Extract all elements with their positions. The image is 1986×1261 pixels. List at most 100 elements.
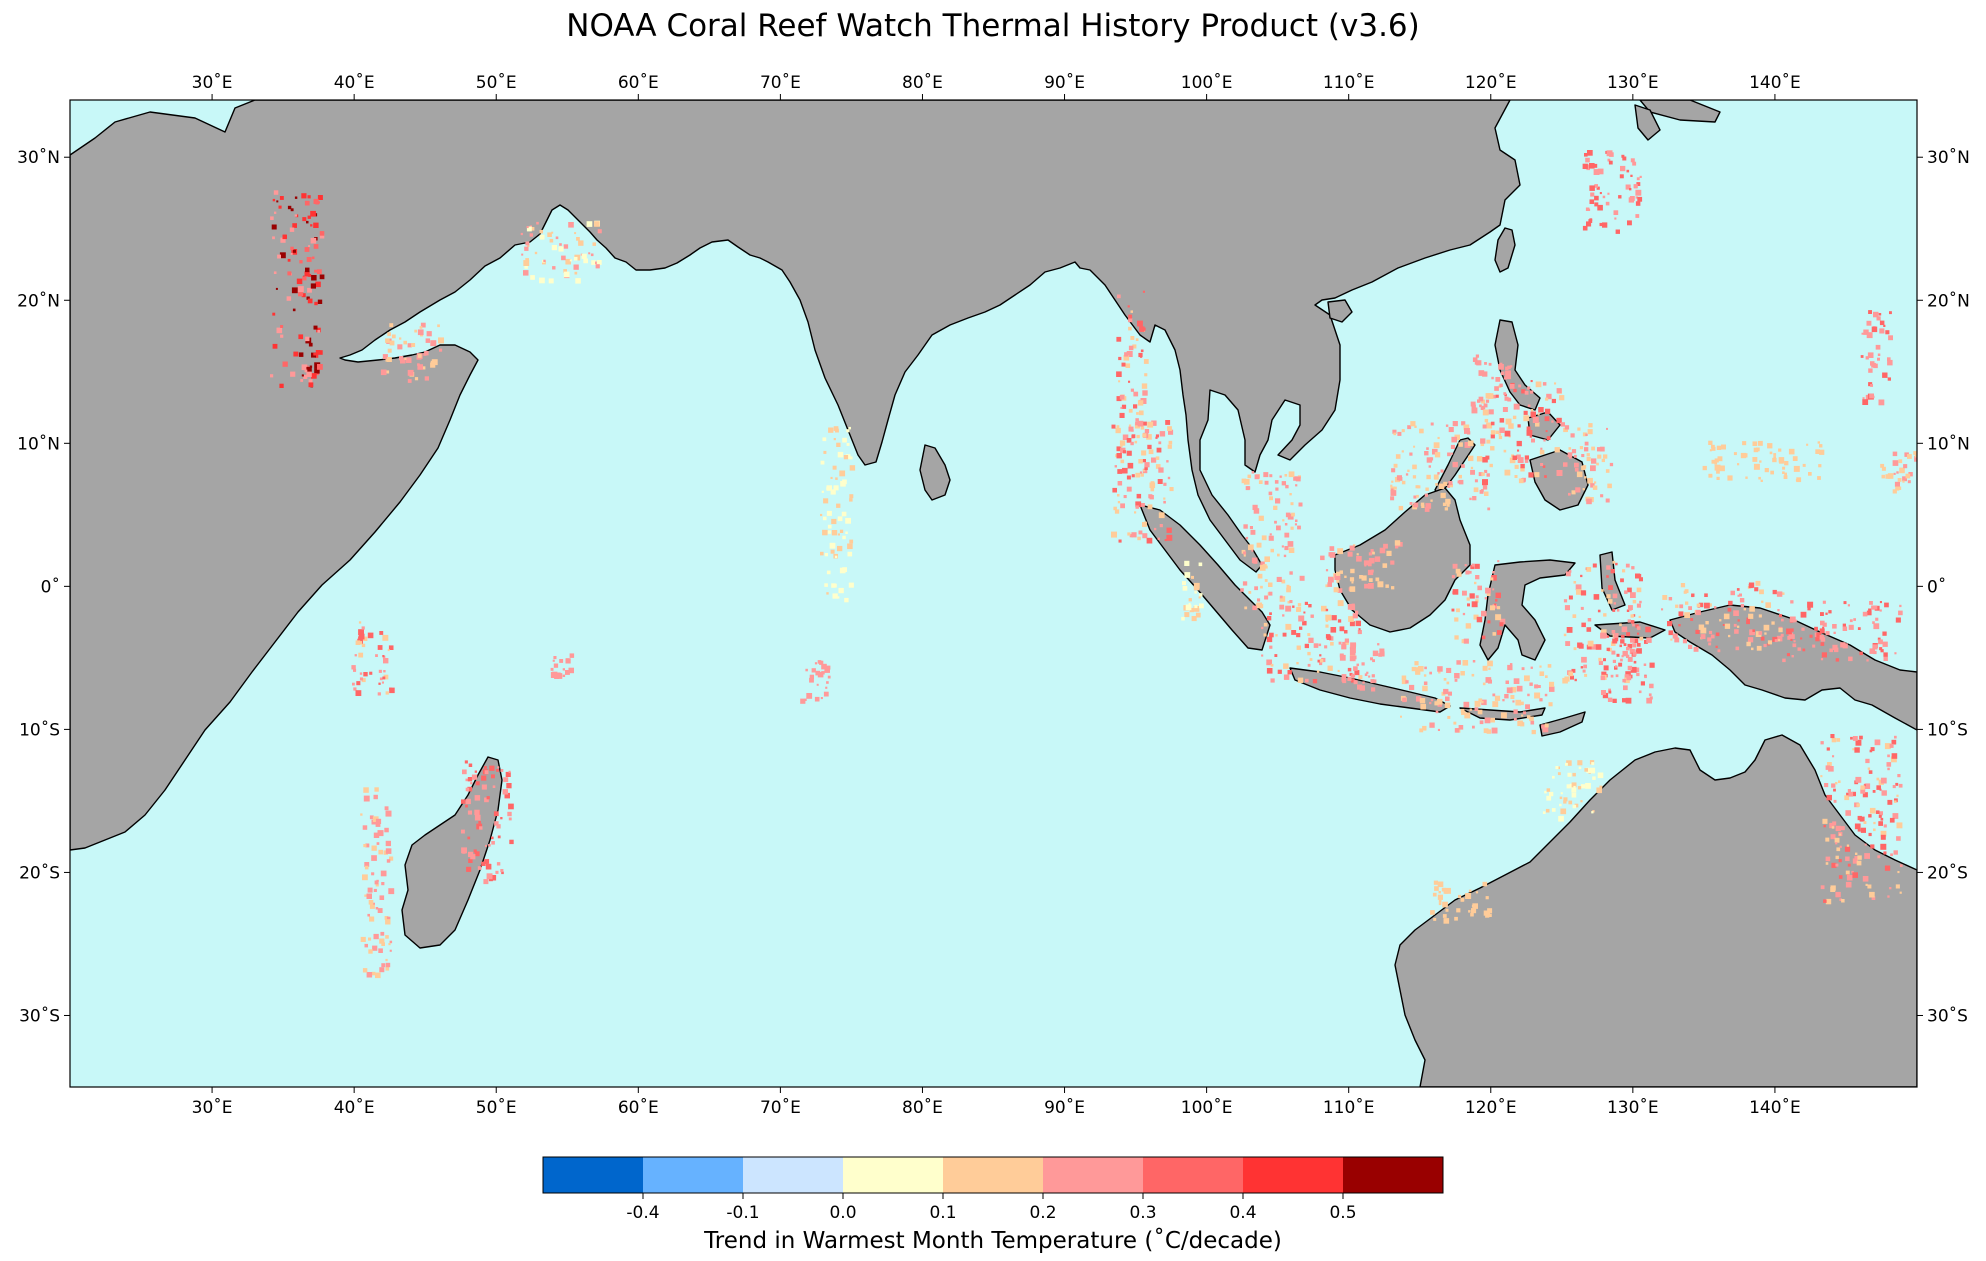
reef-pixel: [1117, 481, 1123, 486]
reef-pixel: [1586, 453, 1590, 457]
reef-pixel: [1890, 756, 1897, 763]
reef-pixel: [827, 530, 832, 534]
reef-pixel: [1482, 485, 1488, 490]
reef-pixel: [1592, 563, 1597, 568]
reef-pixel: [1670, 638, 1673, 641]
reef-pixel: [294, 214, 297, 217]
reef-pixel: [1128, 314, 1133, 319]
reef-pixel: [1149, 495, 1154, 500]
reef-pixel: [523, 260, 530, 266]
reef-pixel: [1136, 412, 1139, 415]
reef-pixel: [1505, 373, 1511, 380]
reef-pixel: [1737, 625, 1740, 628]
reef-pixel: [1513, 717, 1517, 721]
reef-pixel: [1862, 792, 1868, 798]
reef-pixel: [1626, 609, 1630, 612]
lat-tick-label-right: 30˚N: [1927, 147, 1970, 168]
reef-pixel: [1371, 687, 1376, 692]
reef-pixel: [523, 270, 529, 276]
reef-pixel: [1370, 657, 1373, 661]
reef-pixel: [1356, 553, 1359, 556]
reef-pixel: [300, 379, 304, 382]
reef-pixel: [1337, 600, 1344, 607]
reef-pixel: [1116, 371, 1122, 377]
reef-pixel: [1879, 328, 1885, 334]
reef-pixel: [1560, 792, 1563, 795]
reef-pixel: [377, 830, 384, 837]
reef-pixel: [1465, 623, 1472, 629]
reef-pixel: [1624, 677, 1630, 684]
reef-pixel: [1454, 635, 1459, 640]
reef-pixel: [1413, 495, 1417, 499]
reef-pixel: [1167, 476, 1171, 480]
reef-pixel: [314, 354, 319, 358]
reef-pixel: [1894, 798, 1898, 803]
reef-pixel: [1754, 587, 1759, 592]
reef-pixel: [391, 334, 396, 339]
lat-tick-label-right: 10˚S: [1927, 719, 1968, 740]
reef-pixel: [1434, 475, 1439, 480]
reef-pixel: [298, 291, 304, 297]
reef-pixel: [1281, 481, 1286, 486]
reef-pixel: [1610, 674, 1614, 678]
reef-pixel: [352, 682, 355, 686]
reef-pixel: [1679, 604, 1684, 609]
reef-pixel: [1585, 157, 1590, 163]
reef-pixel: [1759, 589, 1764, 595]
reef-pixel: [565, 258, 571, 265]
reef-pixel: [1878, 399, 1885, 406]
reef-pixel: [375, 883, 379, 887]
reef-pixel: [310, 283, 316, 289]
reef-pixel: [1182, 586, 1188, 591]
reef-pixel: [1480, 438, 1486, 444]
reef-pixel: [277, 254, 281, 259]
reef-pixel: [1167, 444, 1172, 449]
reef-pixel: [1494, 695, 1501, 701]
reef-pixel: [1251, 471, 1255, 474]
reef-pixel: [1764, 632, 1767, 635]
reef-pixel: [1355, 610, 1359, 614]
reef-pixel: [1144, 466, 1148, 470]
reef-pixel: [1778, 457, 1785, 463]
reef-pixel: [1284, 546, 1289, 551]
reef-pixel: [1353, 666, 1358, 671]
reef-pixel: [1447, 485, 1450, 488]
reef-pixel: [1458, 442, 1463, 447]
reef-pixel: [1268, 591, 1273, 596]
colorbar-tick-label: 0.0: [829, 1203, 856, 1223]
reef-pixel: [1826, 794, 1832, 801]
reef-pixel: [371, 855, 377, 861]
reef-pixel: [1870, 384, 1873, 387]
reef-pixel: [1479, 489, 1484, 494]
reef-pixel: [1495, 377, 1501, 382]
reef-pixel: [1482, 665, 1488, 671]
reef-pixel: [358, 652, 364, 658]
reef-pixel: [1736, 588, 1740, 591]
reef-pixel: [1433, 442, 1440, 449]
map-panel[interactable]: [69, 99, 1923, 1088]
reef-pixel: [1398, 477, 1403, 481]
reef-pixel: [1856, 860, 1862, 866]
reef-pixel: [1245, 486, 1250, 491]
reef-pixel: [471, 774, 478, 780]
reef-pixel: [1607, 483, 1612, 489]
reef-pixel: [356, 681, 361, 686]
reef-pixel: [1490, 577, 1494, 581]
reef-pixel: [1825, 837, 1830, 842]
reef-pixel: [1554, 382, 1557, 385]
reef-pixel: [826, 510, 832, 516]
reef-pixel: [1263, 622, 1268, 627]
reef-pixel: [1494, 386, 1499, 391]
reef-pixel: [1895, 486, 1900, 491]
reef-pixel: [1860, 785, 1865, 790]
reef-pixel: [367, 632, 374, 639]
reef-pixel: [1505, 418, 1512, 425]
reef-pixel: [1527, 693, 1530, 697]
reef-pixel: [837, 533, 840, 536]
reef-pixel: [1120, 406, 1123, 409]
reef-pixel: [1616, 609, 1620, 612]
reef-pixel: [1836, 847, 1841, 852]
reef-pixel: [1517, 449, 1520, 452]
reef-pixel: [1134, 440, 1138, 444]
reef-pixel: [1545, 430, 1548, 433]
